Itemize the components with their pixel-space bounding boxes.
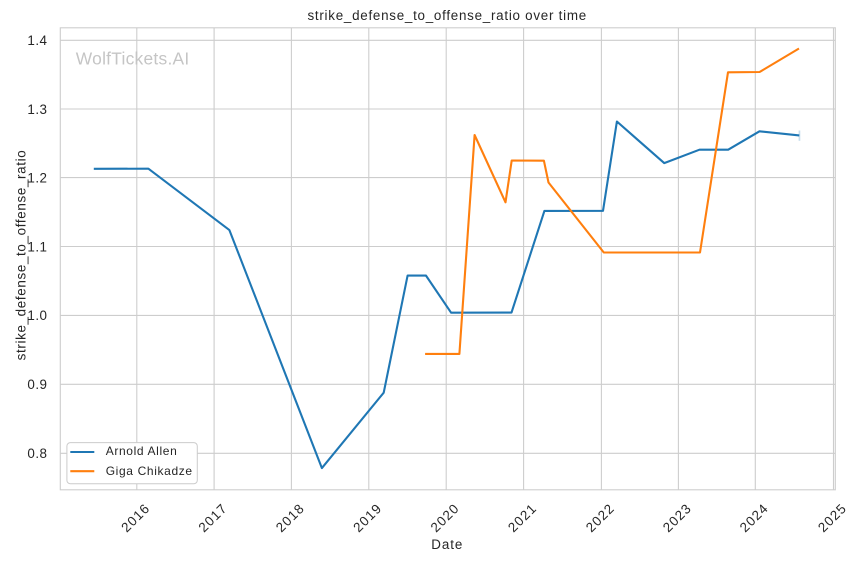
- svg-text:1.3: 1.3: [27, 102, 47, 117]
- svg-text:0.8: 0.8: [27, 446, 47, 461]
- svg-text:strike_defense_to_offense_rati: strike_defense_to_offense_ratio: [13, 150, 28, 361]
- svg-text:strike_defense_to_offense_rati: strike_defense_to_offense_ratio over tim…: [307, 8, 586, 23]
- svg-text:1.4: 1.4: [27, 33, 47, 48]
- svg-text:Arnold Allen: Arnold Allen: [106, 444, 178, 458]
- svg-text:1.0: 1.0: [27, 308, 47, 323]
- svg-text:Date: Date: [431, 537, 463, 552]
- svg-text:1.2: 1.2: [27, 170, 47, 185]
- svg-text:WolfTickets.AI: WolfTickets.AI: [76, 49, 190, 69]
- svg-text:Giga Chikadze: Giga Chikadze: [106, 464, 193, 478]
- svg-text:0.9: 0.9: [27, 377, 47, 392]
- svg-text:1.1: 1.1: [27, 239, 47, 254]
